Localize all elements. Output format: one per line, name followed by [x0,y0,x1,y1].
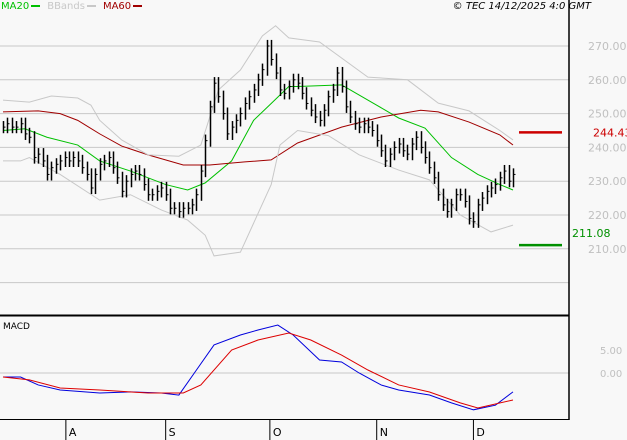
macd-signal-line [2,332,514,409]
y-tick-label: 230.00 [588,175,627,188]
legend-ma60-label: MA60 [102,1,132,12]
x-tick-label: D [476,426,484,439]
y-tick-label: 260.00 [588,74,627,87]
x-tick-label: A [69,426,77,439]
x-tick-label: S [169,426,176,439]
legend: MA20 BBands MA60 [1,1,145,12]
macd-tick-label: 5.00 [600,346,622,357]
legend-ma60: MA60 [103,1,145,12]
legend-ma20: MA20 [1,1,43,12]
macd-line [3,324,514,411]
ma20-line [2,84,514,191]
legend-ma20-swatch [31,5,41,7]
ma60-line [2,109,514,166]
macd-title: MACD [3,322,30,332]
y-tick-label: 220.00 [588,209,627,222]
x-tick-label: O [273,426,282,439]
y-tick-label: 270.00 [588,40,627,53]
macd-tick-label: 0.00 [600,369,622,380]
legend-ma20-label: MA20 [1,1,30,12]
legend-bbands: BBands [47,1,99,12]
y-tick-label: 210.00 [588,243,627,256]
copyright: © TEC 14/12/2025 4:0 GMT [452,1,591,12]
bbands-upper-line [2,25,514,157]
legend-bbands-label: BBands [47,1,85,12]
legend-bbands-swatch [86,5,96,7]
x-tick-label: N [380,426,388,439]
y-tick-label: 240.00 [588,141,627,154]
level-label: 244.43 [593,126,627,139]
legend-ma60-swatch [133,5,143,7]
bbands-lower-line [3,129,514,257]
level-label: 211.08 [572,227,611,240]
y-tick-label: 250.00 [588,108,627,121]
